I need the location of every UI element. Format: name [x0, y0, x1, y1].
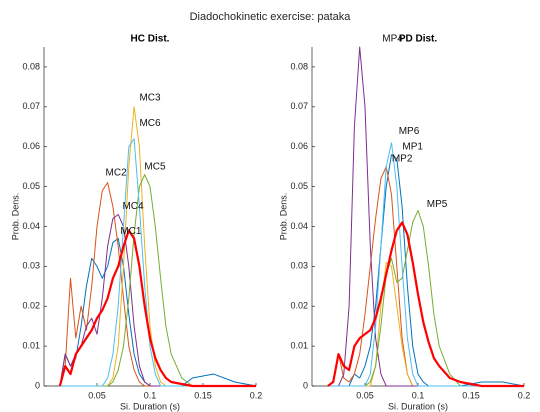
x-tick-label: 0.15 [462, 390, 480, 400]
curve-label: MP1 [402, 141, 423, 152]
y-tick-label: 0.07 [22, 101, 40, 111]
y-tick-label: 0.02 [22, 301, 40, 311]
density-line [59, 214, 256, 387]
y-axis-label: Prob. Dens. [10, 193, 20, 241]
curve-label: MP2 [392, 153, 413, 164]
density-line [327, 261, 524, 387]
y-tick-label: 0 [303, 380, 308, 390]
y-tick-label: 0.04 [22, 221, 40, 231]
x-tick-label: 0.2 [518, 390, 531, 400]
y-tick-label: 0.01 [290, 340, 308, 350]
density-line [327, 142, 524, 387]
density-line [327, 154, 525, 387]
x-axis-label: Si. Duration (s) [120, 401, 180, 411]
density-line [327, 221, 524, 388]
curve-label: MP4 [382, 34, 403, 45]
x-tick-label: 0.2 [250, 390, 263, 400]
density-line [59, 106, 256, 387]
y-axis-label: Prob. Dens. [278, 193, 288, 241]
curve-label: MC2 [106, 167, 128, 178]
y-tick-label: 0.05 [22, 181, 40, 191]
x-tick-label: 0.15 [194, 390, 212, 400]
y-tick-label: 0.04 [290, 221, 308, 231]
x-tick-label: 0.1 [412, 390, 425, 400]
y-tick-label: 0.08 [290, 61, 308, 71]
x-tick-label: 0.1 [144, 390, 157, 400]
y-tick-label: 0.07 [290, 101, 308, 111]
density-line [58, 229, 256, 388]
curve-label: MC3 [139, 92, 161, 103]
y-tick-label: 0.06 [290, 141, 308, 151]
density-line [59, 138, 256, 387]
curve-label: MC6 [139, 118, 161, 129]
y-tick-label: 0.03 [22, 261, 40, 271]
curve-label: MC4 [122, 201, 144, 212]
subplot-title: PD Dist. [399, 34, 438, 45]
curve-label: MC1 [120, 226, 142, 237]
figure-title: Diadochokinetic exercise: pataka [190, 11, 352, 23]
y-tick-label: 0.05 [290, 181, 308, 191]
y-tick-label: 0.01 [22, 340, 40, 350]
density-line [59, 174, 256, 387]
x-tick-label: 0.05 [356, 390, 374, 400]
curve-label: MP5 [427, 199, 448, 210]
y-tick-label: 0.02 [290, 301, 308, 311]
y-tick-label: 0 [35, 380, 40, 390]
x-tick-label: 0.05 [88, 390, 106, 400]
x-axis-label: Si. Duration (s) [388, 401, 448, 411]
y-tick-label: 0.03 [290, 261, 308, 271]
curve-label: MP6 [399, 126, 420, 137]
density-line [59, 182, 256, 387]
y-tick-label: 0.08 [22, 61, 40, 71]
curve-label: MC5 [144, 161, 166, 172]
density-line [327, 210, 524, 387]
y-tick-label: 0.06 [22, 141, 40, 151]
subplot-title: HC Dist. [131, 34, 170, 45]
